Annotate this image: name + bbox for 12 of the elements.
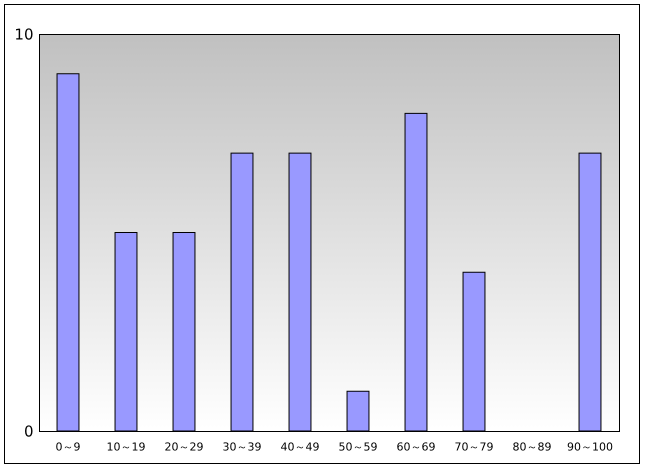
x-tick-label: 90～100 bbox=[567, 440, 613, 454]
x-tick-label: 40～49 bbox=[280, 440, 320, 454]
y-tick-label: 0 bbox=[24, 422, 34, 440]
x-tick-label: 20～29 bbox=[164, 440, 204, 454]
y-tick-label: 10 bbox=[14, 26, 34, 44]
x-tick-label: 0～9 bbox=[56, 440, 80, 454]
x-tick-label: 80～89 bbox=[512, 440, 552, 454]
x-tick-label: 10～19 bbox=[106, 440, 146, 454]
x-tick-label: 70～79 bbox=[454, 440, 494, 454]
x-tick-label: 60～69 bbox=[396, 440, 436, 454]
x-tick-label: 30～39 bbox=[222, 440, 262, 454]
x-tick-label: 50～59 bbox=[338, 440, 378, 454]
